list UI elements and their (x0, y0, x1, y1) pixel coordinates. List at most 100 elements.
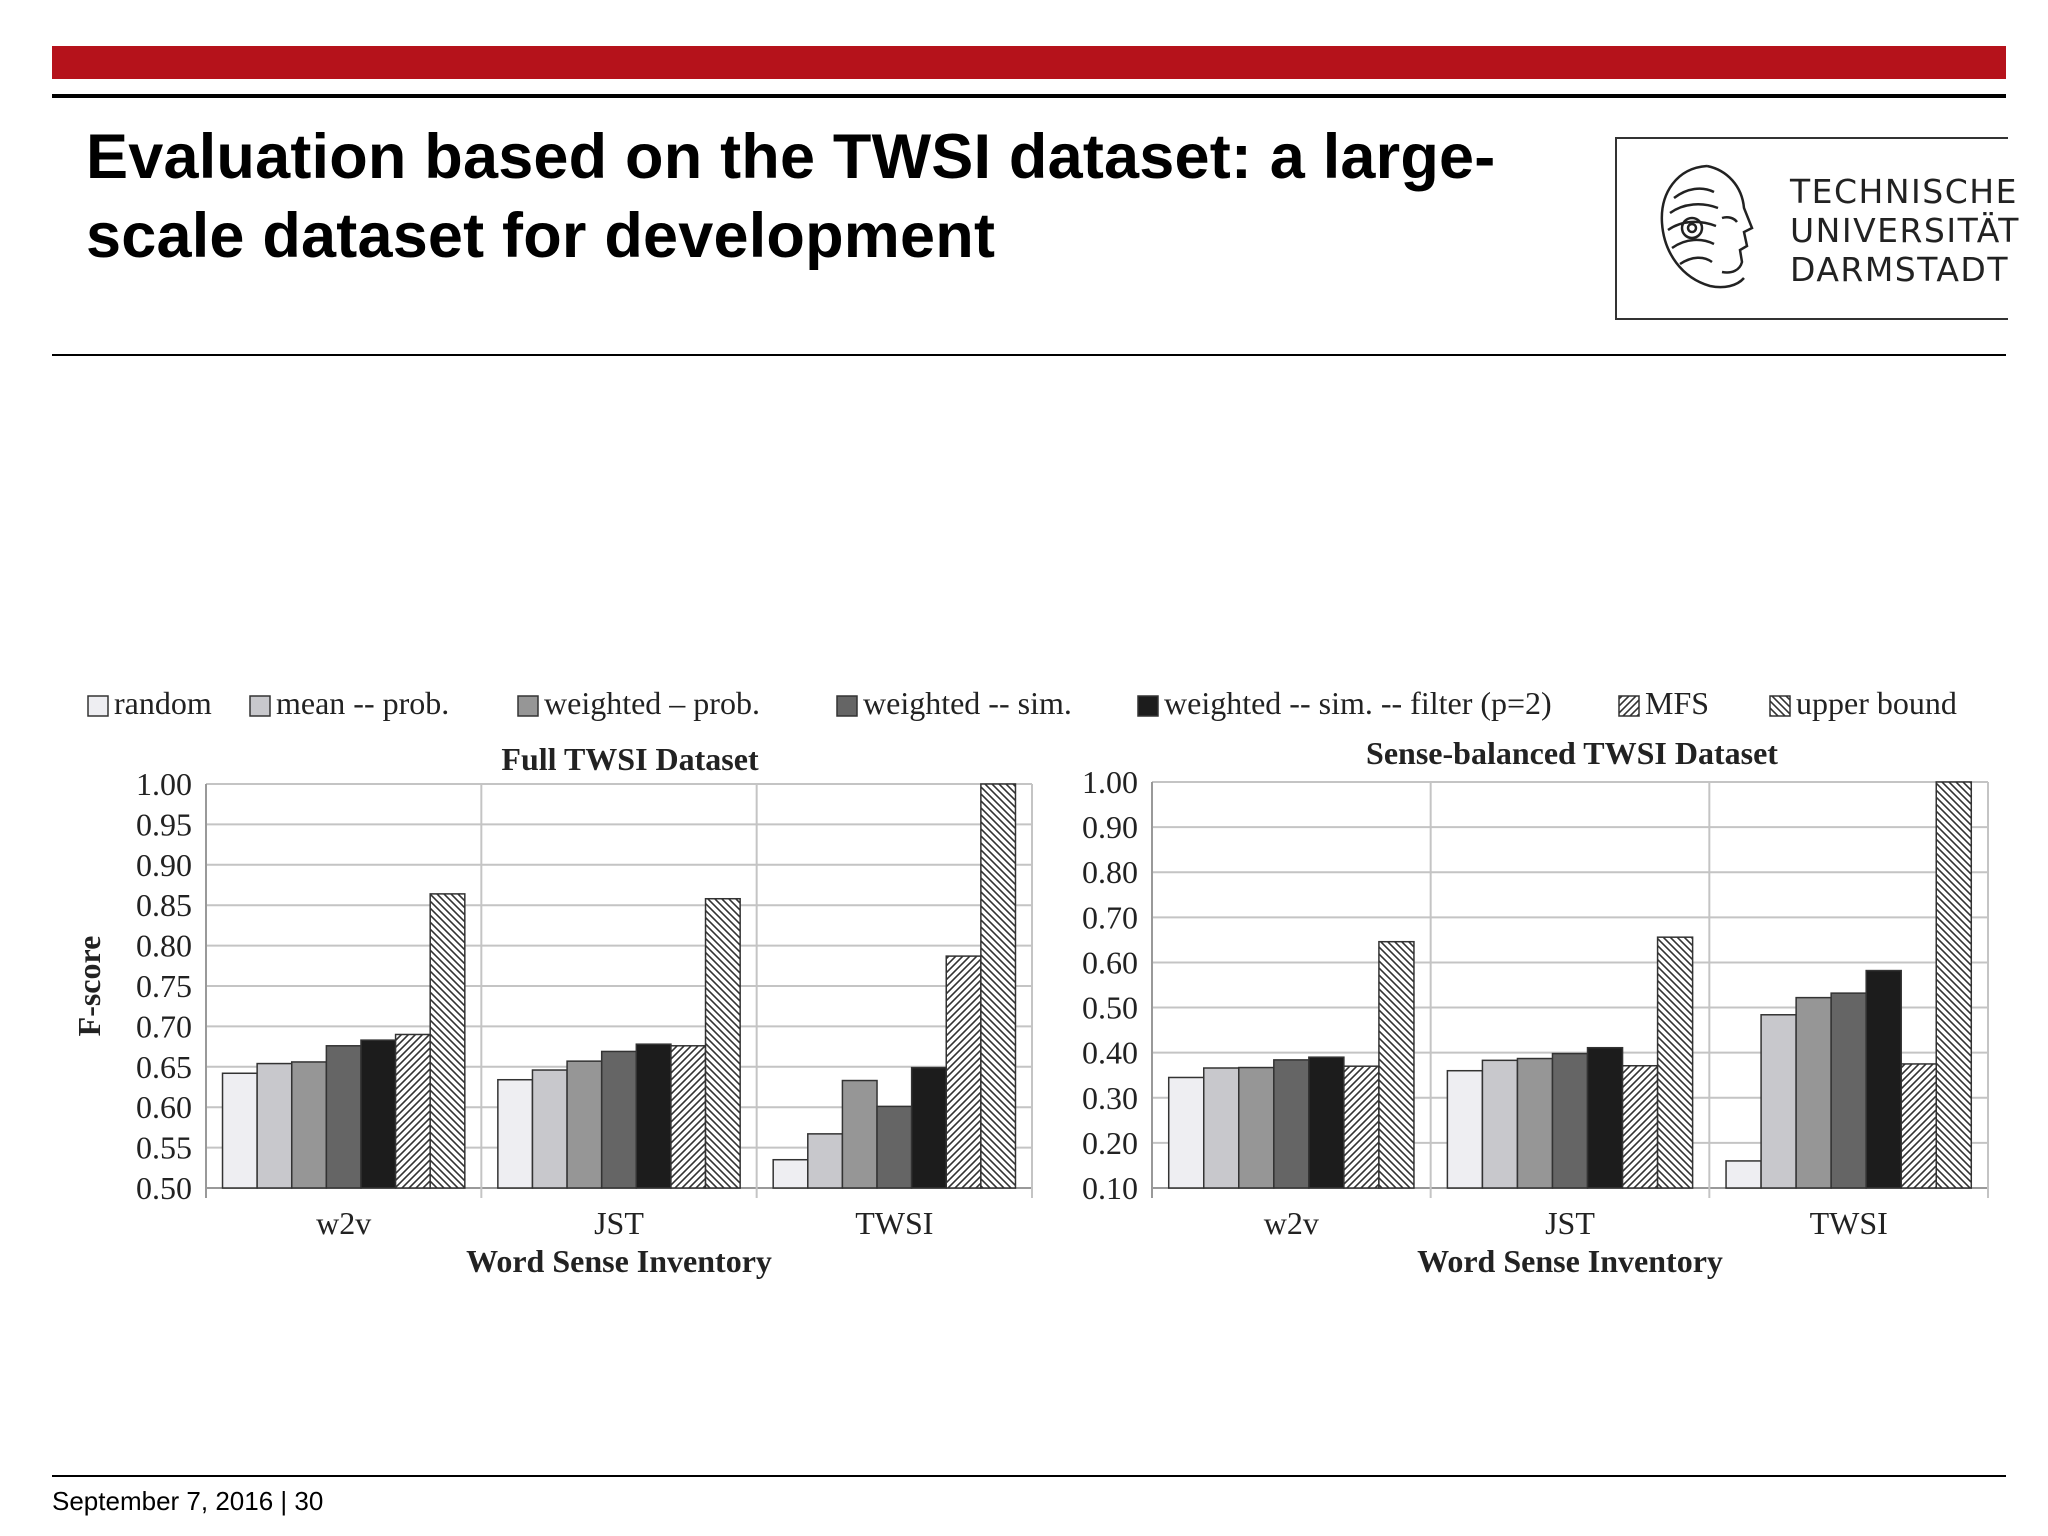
x-tick-label: TWSI (1810, 1205, 1888, 1241)
x-tick-label: JST (594, 1205, 644, 1241)
bar (531, 1069, 568, 1189)
legend-label: weighted – prob. (544, 685, 760, 721)
y-tick-label: 0.50 (136, 1170, 192, 1206)
bar (1203, 1067, 1240, 1189)
y-tick-label: 0.20 (1082, 1125, 1138, 1161)
bar (1935, 781, 1973, 1189)
legend-label: upper bound (1796, 685, 1957, 721)
university-name: TECHNISCHE UNIVERSITÄT DARMSTADT (1790, 172, 2020, 289)
chart-figure: random mean -- prob. weighted – prob. weigh… (71, 685, 1989, 1279)
legend-label: random (114, 685, 212, 721)
bar (772, 1158, 809, 1189)
x-tick-label: TWSI (855, 1205, 933, 1241)
bar (876, 1105, 913, 1189)
x-tick-label: JST (1545, 1205, 1595, 1241)
chart-panel-sense-balanced: 0.10 0.20 0.30 0.40 0.50 0.60 0.70 0.80 0.90 1.00… (1082, 735, 1989, 1279)
header-accent-bar (52, 46, 2006, 79)
bar (1273, 1059, 1310, 1189)
bar (910, 1066, 948, 1189)
bar (325, 1045, 362, 1189)
legend-label: mean -- prob. (276, 685, 449, 721)
x-tick-label: w2v (1264, 1205, 1319, 1241)
bar (1900, 1063, 1937, 1189)
legend-swatch (517, 695, 539, 717)
bar (1238, 1066, 1275, 1189)
y-tick-label: 0.50 (1082, 990, 1138, 1026)
x-axis-label: Word Sense Inventory (466, 1243, 772, 1279)
y-tick-label: 0.30 (1082, 1080, 1138, 1116)
y-tick-label: 0.40 (1082, 1035, 1138, 1071)
bar (1481, 1059, 1519, 1189)
y-tick-label: 0.75 (136, 968, 192, 1004)
legend-swatch (1618, 695, 1640, 717)
slide-title: Evaluation based on the TWSI dataset: a … (86, 122, 1496, 271)
bar (290, 1061, 328, 1189)
bar (670, 1045, 707, 1189)
bar (1551, 1052, 1589, 1189)
logo-line-3: DARMSTADT (1790, 250, 2009, 289)
y-tick-label: 0.85 (136, 887, 192, 923)
legend-swatch (1769, 695, 1791, 717)
y-tick-label: 0.90 (1082, 809, 1138, 845)
y-tick-label: 0.90 (136, 847, 192, 883)
bar (1865, 969, 1902, 1189)
legend-label: weighted -- sim. (863, 685, 1072, 721)
bar (221, 1072, 258, 1189)
logo-frame (1615, 137, 2008, 320)
chart-title: Full TWSI Dataset (501, 741, 759, 777)
bar (841, 1079, 878, 1189)
legend-swatch (249, 695, 271, 717)
bar (429, 893, 466, 1189)
bar (1725, 1160, 1762, 1189)
bar (1378, 940, 1415, 1189)
y-tick-label: 0.80 (1082, 854, 1138, 890)
title-rule (52, 354, 2006, 356)
y-tick-label: 0.70 (136, 1008, 192, 1044)
legend-swatch (1137, 695, 1159, 717)
bar (980, 783, 1017, 1189)
y-tick-label: 0.55 (136, 1130, 192, 1166)
x-axis-label: Word Sense Inventory (1417, 1243, 1723, 1279)
y-axis-label: F-score (71, 936, 107, 1037)
legend-label: weighted -- sim. -- filter (p=2) (1164, 685, 1552, 721)
y-tick-label: 0.65 (136, 1049, 192, 1085)
chart-legend: random mean -- prob. weighted – prob. weigh… (87, 685, 1957, 721)
chart-title: Sense-balanced TWSI Dataset (1366, 735, 1778, 771)
x-tick-label: w2v (316, 1205, 371, 1241)
slide-footer: September 7, 2016 | 30 (52, 1486, 324, 1516)
bar (635, 1043, 672, 1189)
y-tick-label: 0.95 (136, 806, 192, 842)
bar (1621, 1064, 1659, 1189)
bar (497, 1078, 534, 1189)
y-tick-label: 0.60 (136, 1089, 192, 1125)
y-tick-label: 0.10 (1082, 1170, 1138, 1206)
bar (1167, 1076, 1205, 1189)
bar (1516, 1057, 1554, 1189)
bar (1830, 992, 1867, 1189)
bar (1656, 936, 1694, 1189)
y-tick-label: 0.80 (136, 928, 192, 964)
legend-swatch (87, 695, 109, 717)
bar (360, 1039, 397, 1189)
bar (1446, 1069, 1484, 1189)
bar (704, 897, 741, 1189)
bar (807, 1133, 844, 1189)
legend-swatch (836, 695, 858, 717)
bar (1308, 1056, 1345, 1189)
chart-panel-full-twsi: 0.50 0.55 0.60 0.65 0.70 0.75 0.80 0.85 0.90 0.95… (71, 741, 1033, 1279)
bar (256, 1062, 293, 1189)
y-tick-label: 1.00 (1082, 764, 1138, 800)
bar (1586, 1046, 1624, 1189)
y-tick-label: 1.00 (136, 766, 192, 802)
athena-head-icon (1660, 164, 1754, 289)
bar (394, 1033, 431, 1189)
logo-line-1: TECHNISCHE (1790, 172, 2018, 211)
y-tick-label: 0.60 (1082, 944, 1138, 980)
bar (1795, 996, 1832, 1189)
bar (945, 955, 982, 1189)
legend-label: MFS (1645, 685, 1709, 721)
y-tick-label: 0.70 (1082, 899, 1138, 935)
bar (1760, 1014, 1797, 1189)
bar (566, 1060, 603, 1189)
bar (600, 1050, 638, 1189)
